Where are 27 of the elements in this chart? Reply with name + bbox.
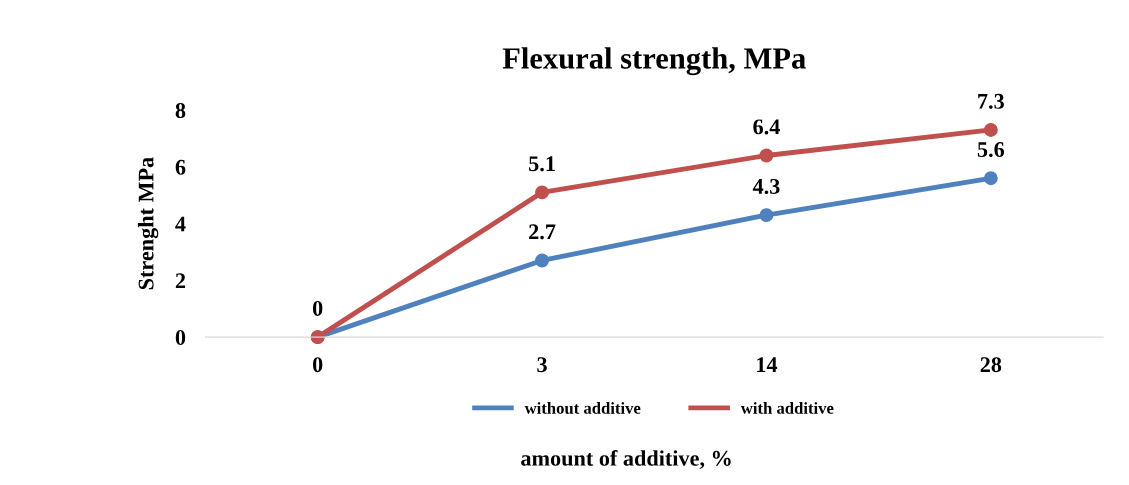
data-label: 4.3 bbox=[752, 178, 780, 194]
data-label: 2.7 bbox=[529, 224, 556, 240]
data-label: 7.3 bbox=[978, 93, 1004, 109]
x-axis-title: amount of additive, % bbox=[521, 449, 731, 470]
y-tick-label: 8 bbox=[175, 103, 186, 119]
x-tick-label: 28 bbox=[980, 357, 1002, 373]
x-tick-label: 3 bbox=[537, 357, 547, 373]
x-tick-label: 14 bbox=[757, 357, 778, 372]
y-tick-label: 4 bbox=[175, 216, 186, 232]
y-axis-title: Strenght MPa bbox=[137, 157, 159, 290]
x-tick-label: 0 bbox=[312, 357, 323, 373]
point bbox=[535, 253, 550, 268]
point bbox=[535, 185, 550, 200]
legend-label: with additive bbox=[740, 402, 834, 414]
data-label: 0 bbox=[312, 300, 323, 316]
y-tick-label: 0 bbox=[175, 330, 186, 345]
data-label: 6.4 bbox=[753, 119, 780, 135]
y-tick-label: 2 bbox=[175, 273, 186, 289]
point bbox=[759, 148, 774, 163]
point bbox=[759, 208, 774, 223]
data-label: 5.1 bbox=[529, 156, 555, 172]
chart-title: Flexural strength, MPa bbox=[502, 47, 806, 76]
data-label: 5.6 bbox=[977, 142, 1005, 158]
point bbox=[983, 171, 998, 186]
legend-label: without additive bbox=[524, 402, 641, 414]
y-tick-label: 6 bbox=[175, 159, 186, 175]
point bbox=[983, 123, 998, 137]
